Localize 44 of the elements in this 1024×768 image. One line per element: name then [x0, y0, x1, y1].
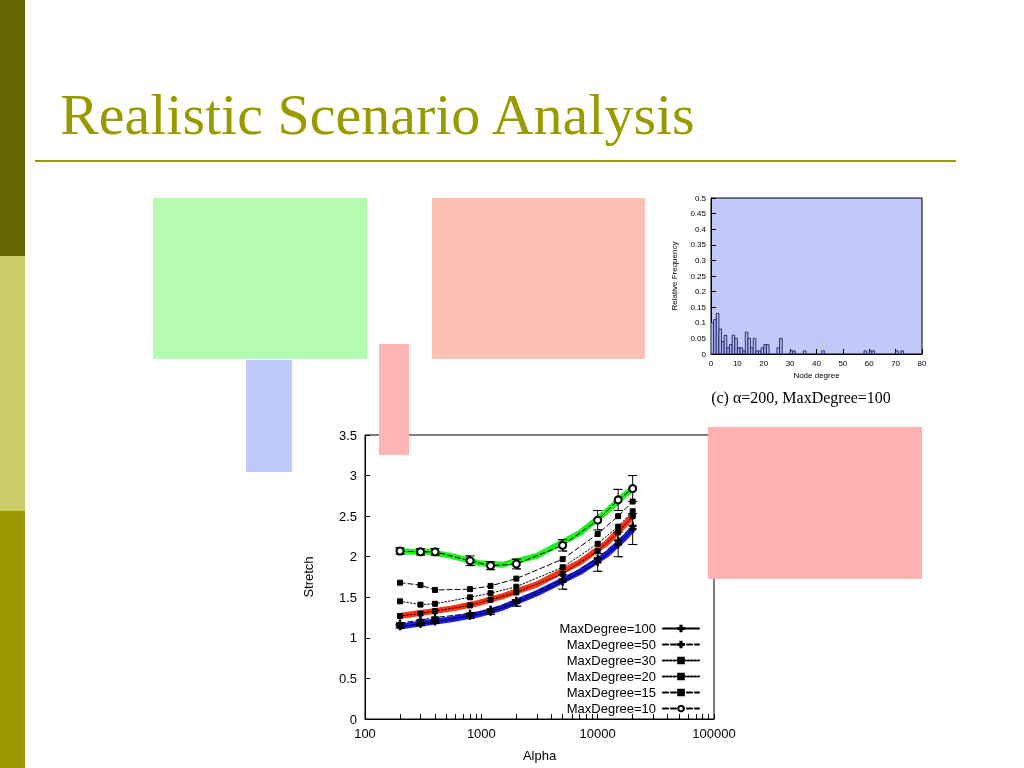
legend-label: MaxDegree=15	[566, 685, 656, 700]
x-tick-label: 40	[812, 358, 822, 368]
x-tick-label: 20	[759, 358, 769, 368]
x-tick-label: 10000	[579, 726, 616, 741]
x-tick-label: 80	[917, 358, 927, 368]
chart-title: Realistic Scenario Analysis	[60, 82, 695, 147]
y-tick-label: 3	[349, 468, 357, 484]
y-tick-label: 0.1	[694, 318, 707, 328]
y-tick-label: 0.4	[694, 224, 707, 234]
y-tick-label: 0.35	[690, 240, 707, 250]
x-axis-title: Alpha	[522, 748, 557, 763]
y-tick-label: 0.25	[690, 271, 707, 281]
y-tick-label: 0.5	[338, 670, 357, 686]
x-tick-label: 70	[891, 358, 901, 368]
x-tick-label: 60	[864, 358, 875, 368]
legend-label: MaxDegree=10	[566, 701, 656, 716]
y-tick-label: 0.15	[690, 302, 707, 312]
y-tick-label: 3.5	[338, 427, 357, 443]
y-tick-label: 0	[701, 349, 707, 359]
x-tick-label: 1000	[466, 726, 496, 741]
legend-label: MaxDegree=20	[566, 669, 656, 684]
y-tick-label: 0.3	[694, 255, 707, 265]
x-tick-label: 100000	[692, 726, 736, 741]
y-tick-label: 0.45	[690, 209, 707, 219]
legend-label: MaxDegree=50	[566, 637, 656, 652]
y-tick-label: 1.5	[338, 589, 357, 605]
y-axis-title: Relative Frequency	[669, 241, 679, 311]
x-tick-label: 50	[838, 358, 848, 368]
x-tick-label: 30	[785, 358, 796, 368]
y-tick-label: 0.5	[694, 193, 707, 203]
y-tick-label: 0.05	[690, 333, 707, 343]
text: (c) α=200, MaxDegree=100	[711, 388, 891, 407]
x-tick-label: 10	[732, 358, 743, 368]
y-axis-title: Stretch	[301, 556, 316, 598]
legend-label: MaxDegree=30	[566, 653, 656, 668]
x-tick-label: 100	[354, 726, 376, 741]
x-axis-title: Node degree	[793, 371, 841, 381]
y-tick-label: 0.2	[694, 287, 707, 297]
y-tick-label: 1	[349, 630, 357, 646]
legend-label: MaxDegree=100	[559, 621, 656, 636]
y-tick-label: 0	[349, 711, 357, 727]
x-tick-label: 0	[708, 358, 714, 368]
y-tick-label: 2	[349, 549, 357, 565]
y-tick-label: 2.5	[338, 508, 357, 524]
